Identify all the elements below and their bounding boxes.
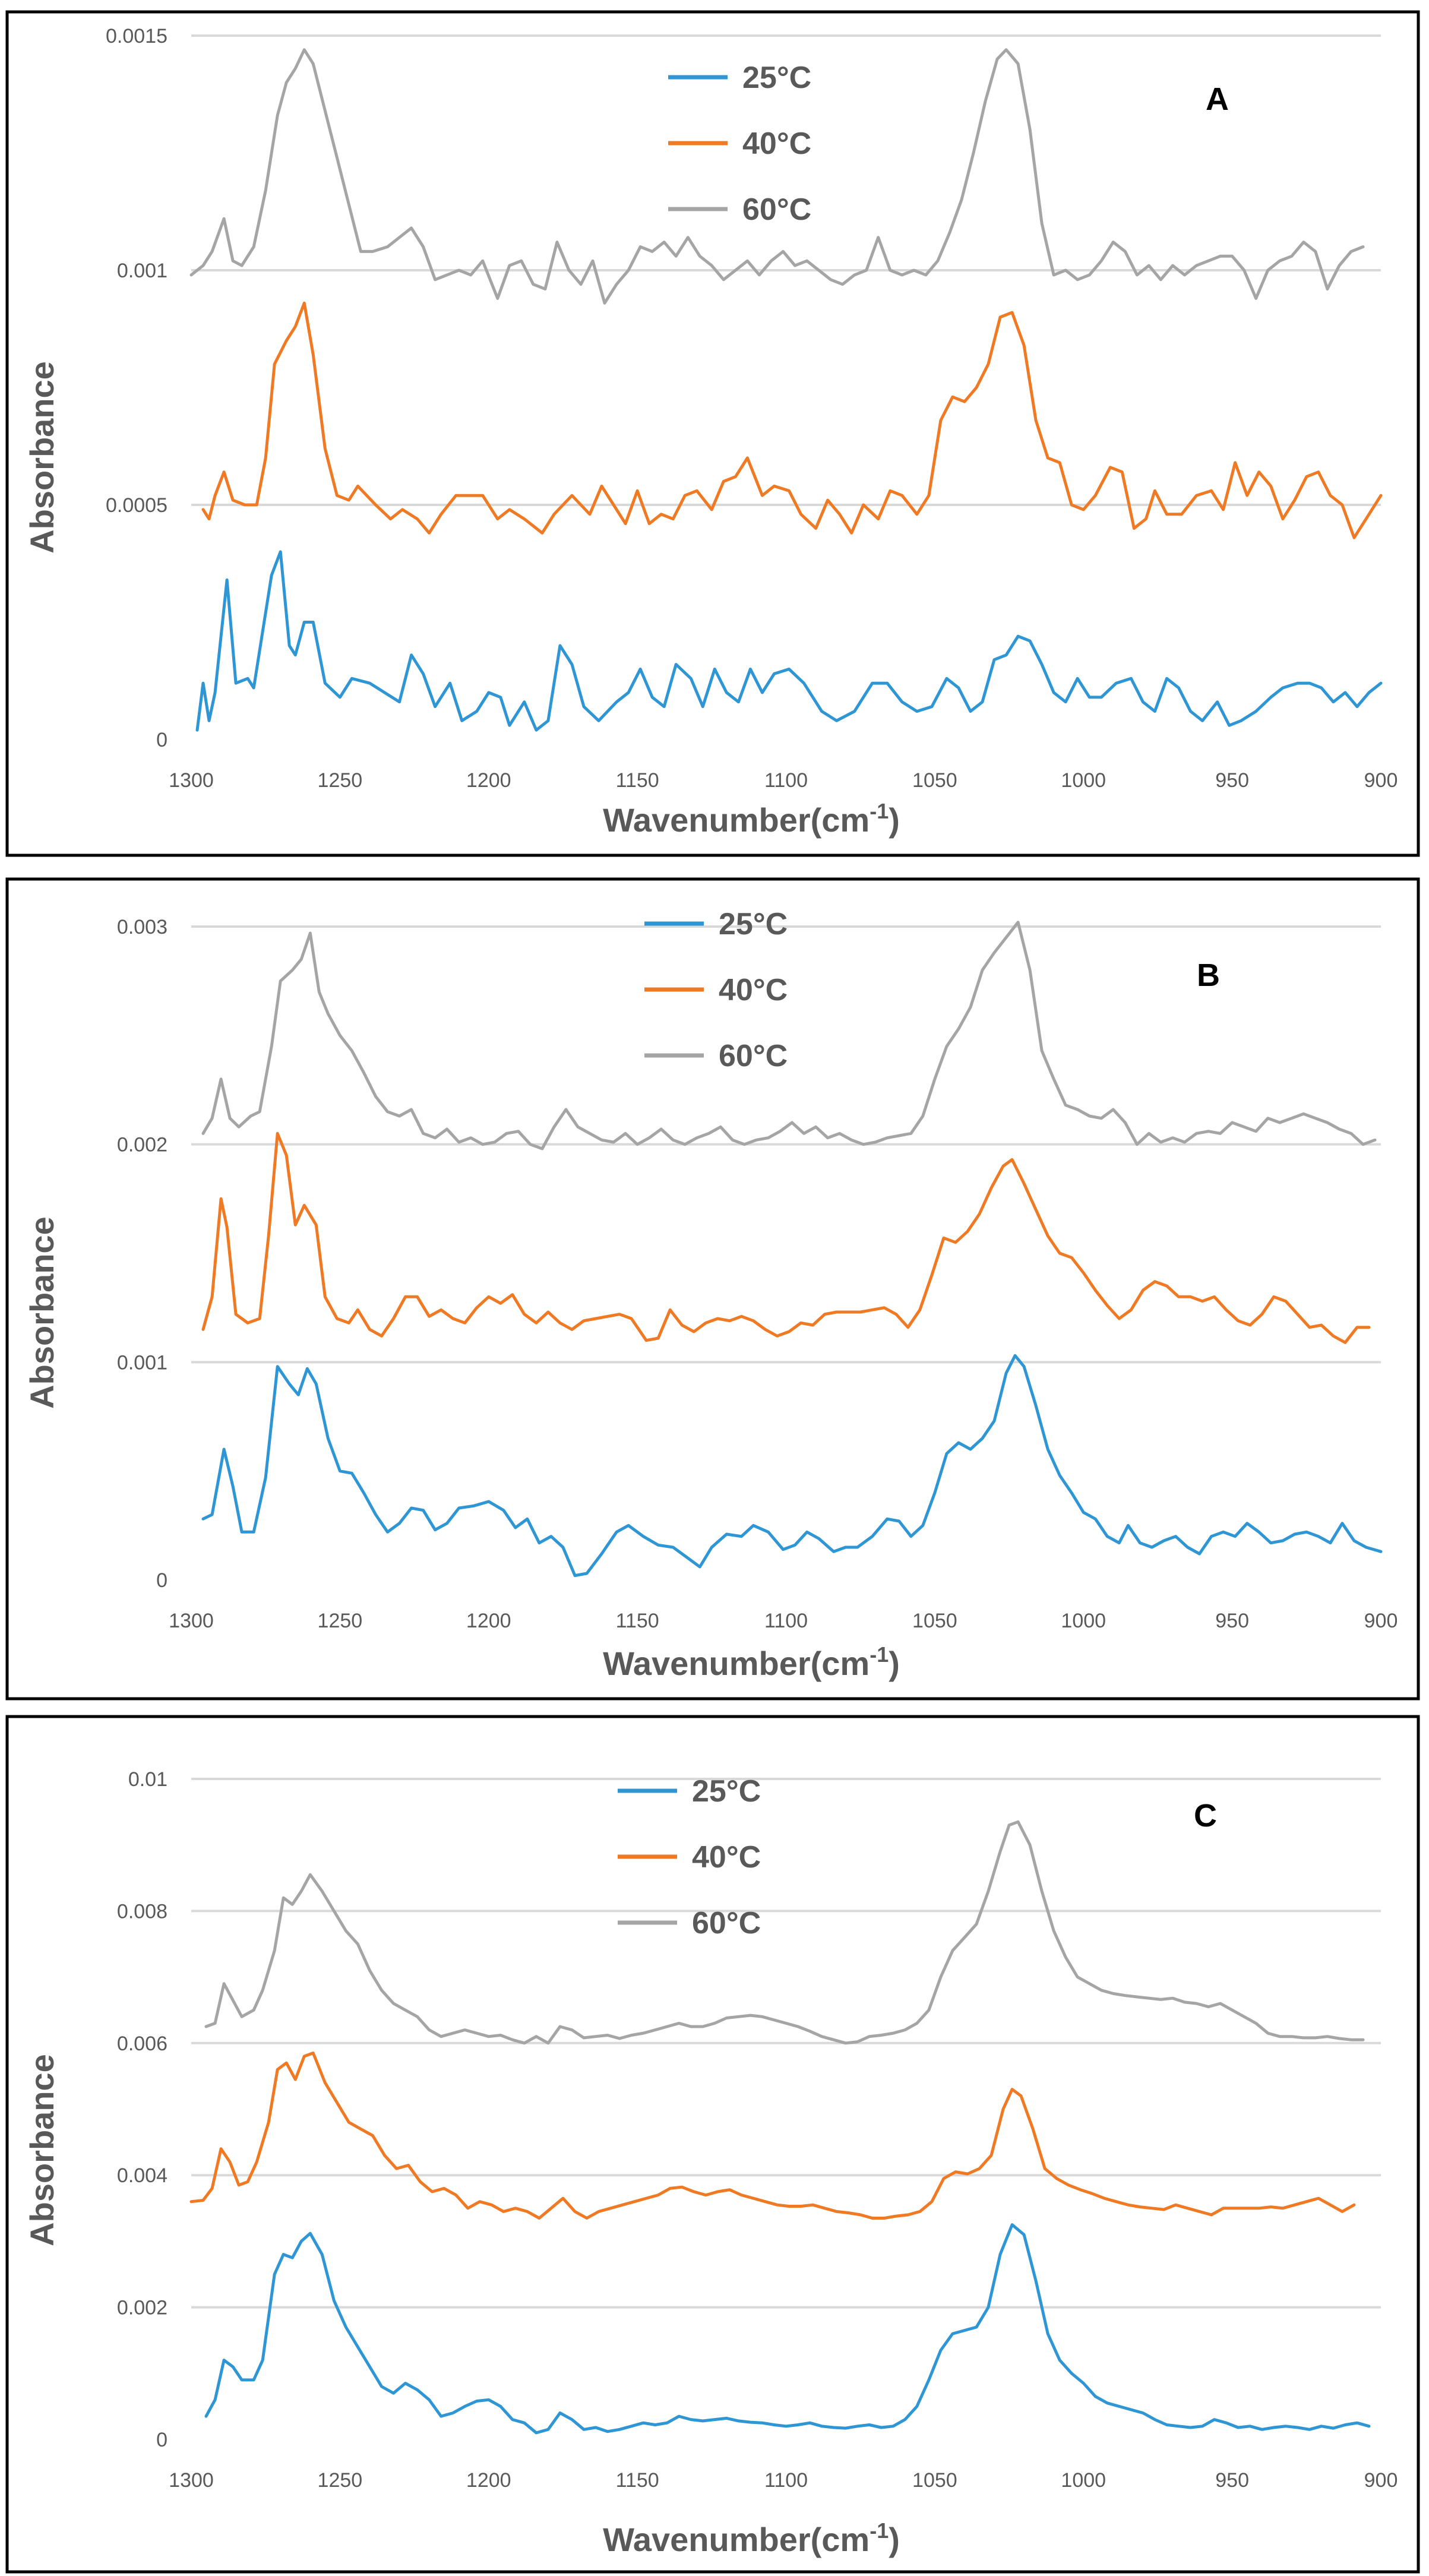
panel-a-plot: 0 0.0005 0.001 0.0015 1300 1250 1200 1150 1100 10…: [106, 25, 1398, 792]
panel-c-series-40c-line: [189, 2052, 1356, 2220]
panel-a-x-axis-title-main: Wavenumber(cm: [603, 801, 870, 839]
panel-c-x-tick-label: 1250: [318, 2469, 363, 2492]
panel-a-x-tick-label: 1250: [318, 769, 363, 792]
panel-c-y-tick-label: 0: [156, 2429, 167, 2451]
panel-b-plot: 0 0.001 0.002 0.003 1300 1250 1200 1150 1100 1050…: [117, 916, 1398, 1632]
panel-c-x-tick-label: 1200: [466, 2469, 511, 2492]
panel-b-x-tick-label: 1100: [764, 1610, 808, 1632]
panel-b-y-tick-label: 0.002: [117, 1134, 167, 1156]
panel-c-x-tick-label: 1150: [616, 2469, 659, 2492]
panel-b-x-tick-label: 1250: [318, 1610, 363, 1632]
panel-c-y-tick-label: 0.008: [117, 1900, 167, 1923]
panel-b-x-tick-label: 1300: [169, 1610, 214, 1632]
panel-c-y-tick-label: 0.002: [117, 2297, 167, 2319]
panel-c-label: C: [1194, 1798, 1217, 1834]
panel-a-x-tick-label: 1150: [616, 769, 659, 792]
panel-c-legend-label: 40°C: [692, 1840, 761, 1875]
panel-c-legend-label: 60°C: [692, 1906, 761, 1940]
panel-c-x-axis-title-main: Wavenumber(cm: [603, 2521, 870, 2558]
panel-b-x-axis-title-main: Wavenumber(cm: [603, 1645, 870, 1682]
panel-a-series-60c-line: [189, 48, 1365, 305]
panel-a-x-tick-label: 950: [1215, 769, 1249, 792]
panel-c-x-tick-label: 1300: [169, 2469, 214, 2492]
panel-b-legend: 25°C 40°C 60°C: [644, 907, 788, 1073]
panel-c-x-tick-label: 950: [1215, 2469, 1249, 2492]
panel-a: 0 0.0005 0.001 0.0015 1300 1250 1200 1150 1100 10…: [5, 10, 1420, 857]
panel-c-y-tick-label: 0.01: [128, 1768, 167, 1791]
panel-c-plot: 0 0.002 0.004 0.006 0.008 0.01 1300 1250 1200 115…: [117, 1768, 1398, 2492]
panel-a-legend-label: 40°C: [742, 127, 811, 161]
panel-b-y-tick-label: 0.001: [117, 1351, 167, 1374]
panel-a-y-tick-label: 0: [156, 729, 167, 751]
panel-c-frame: [5, 1715, 1420, 2574]
panel-a-y-tick-label: 0.0005: [106, 494, 167, 517]
panel-b-x-axis-title-close: ): [889, 1645, 900, 1682]
panel-b-series-25c-line: [201, 1354, 1383, 1578]
panel-c-series-60c-line: [204, 1820, 1365, 2045]
panel-a-y-tick-label: 0.0015: [106, 25, 167, 48]
panel-b-y-axis-title: Absorbance: [23, 1216, 61, 1409]
panel-c: 0 0.002 0.004 0.006 0.008 0.01 1300 1250 1200 115…: [5, 1715, 1420, 2574]
panel-a-x-tick-label: 1200: [466, 769, 511, 792]
panel-c-y-tick-label: 0.004: [117, 2164, 167, 2187]
panel-a-x-tick-label: 1100: [764, 769, 808, 792]
panel-a-legend-label: 60°C: [742, 192, 811, 227]
panel-c-legend-label: 25°C: [692, 1774, 761, 1809]
panel-c-x-tick-label: 1100: [764, 2469, 808, 2492]
panel-a-x-axis-title-sup: -1: [870, 799, 889, 823]
panel-a-x-tick-label: 900: [1364, 769, 1398, 792]
panel-c-x-axis-title: Wavenumber(cm-1): [603, 2518, 900, 2558]
panel-b-x-axis-title: Wavenumber(cm-1): [603, 1642, 900, 1682]
panel-b-x-tick-label: 900: [1364, 1610, 1398, 1632]
panel-b-y-tick-label: 0.003: [117, 916, 167, 938]
panel-a-series-40c-line: [201, 301, 1383, 539]
panel-b: 0 0.001 0.002 0.003 1300 1250 1200 1150 1100 1050…: [5, 877, 1420, 1701]
panel-b-x-tick-label: 1150: [616, 1610, 659, 1632]
panel-b-x-tick-label: 1000: [1061, 1610, 1106, 1632]
panel-c-x-tick-label: 1000: [1061, 2469, 1106, 2492]
panel-c-y-tick-label: 0.006: [117, 2033, 167, 2055]
panel-a-legend: 25°C 40°C 60°C: [668, 61, 811, 227]
panel-b-label: B: [1197, 957, 1220, 993]
panel-a-x-axis-title-close: ): [889, 801, 900, 839]
panel-a-y-tick-label: 0.001: [117, 260, 167, 282]
panel-b-series-40c-line: [201, 1131, 1371, 1344]
panel-b-frame: [5, 877, 1420, 1701]
panel-b-y-tick-label: 0: [156, 1569, 167, 1592]
panel-b-x-tick-label: 1200: [466, 1610, 511, 1632]
panel-a-frame: [5, 10, 1420, 857]
panel-b-legend-label: 40°C: [719, 973, 788, 1007]
panel-b-x-axis-title-sup: -1: [870, 1642, 889, 1667]
panel-a-x-tick-label: 1050: [912, 769, 957, 792]
panel-c-x-tick-label: 1050: [912, 2469, 957, 2492]
panel-b-legend-label: 25°C: [719, 907, 788, 941]
panel-b-x-tick-label: 1050: [912, 1610, 957, 1632]
panel-a-series-25c-line: [195, 550, 1383, 732]
panel-c-series-25c-line: [204, 2223, 1371, 2435]
panel-c-x-axis-title-sup: -1: [870, 2518, 889, 2543]
panel-c-x-axis-title-close: ): [889, 2521, 900, 2558]
panel-c-x-tick-label: 900: [1364, 2469, 1398, 2492]
panel-c-y-axis-title: Absorbance: [23, 2054, 61, 2246]
panel-c-legend: 25°C 40°C 60°C: [618, 1774, 761, 1940]
panel-a-x-axis-title: Wavenumber(cm-1): [603, 799, 900, 839]
panel-a-x-tick-label: 1300: [169, 769, 214, 792]
panel-a-label: A: [1206, 81, 1229, 117]
panel-b-legend-label: 60°C: [719, 1039, 788, 1073]
panel-b-x-tick-label: 950: [1215, 1610, 1249, 1632]
panel-b-series-60c-line: [201, 921, 1377, 1150]
panel-a-x-tick-label: 1000: [1061, 769, 1106, 792]
panel-a-y-axis-title: Absorbance: [23, 361, 61, 554]
panel-a-legend-label: 25°C: [742, 61, 811, 95]
